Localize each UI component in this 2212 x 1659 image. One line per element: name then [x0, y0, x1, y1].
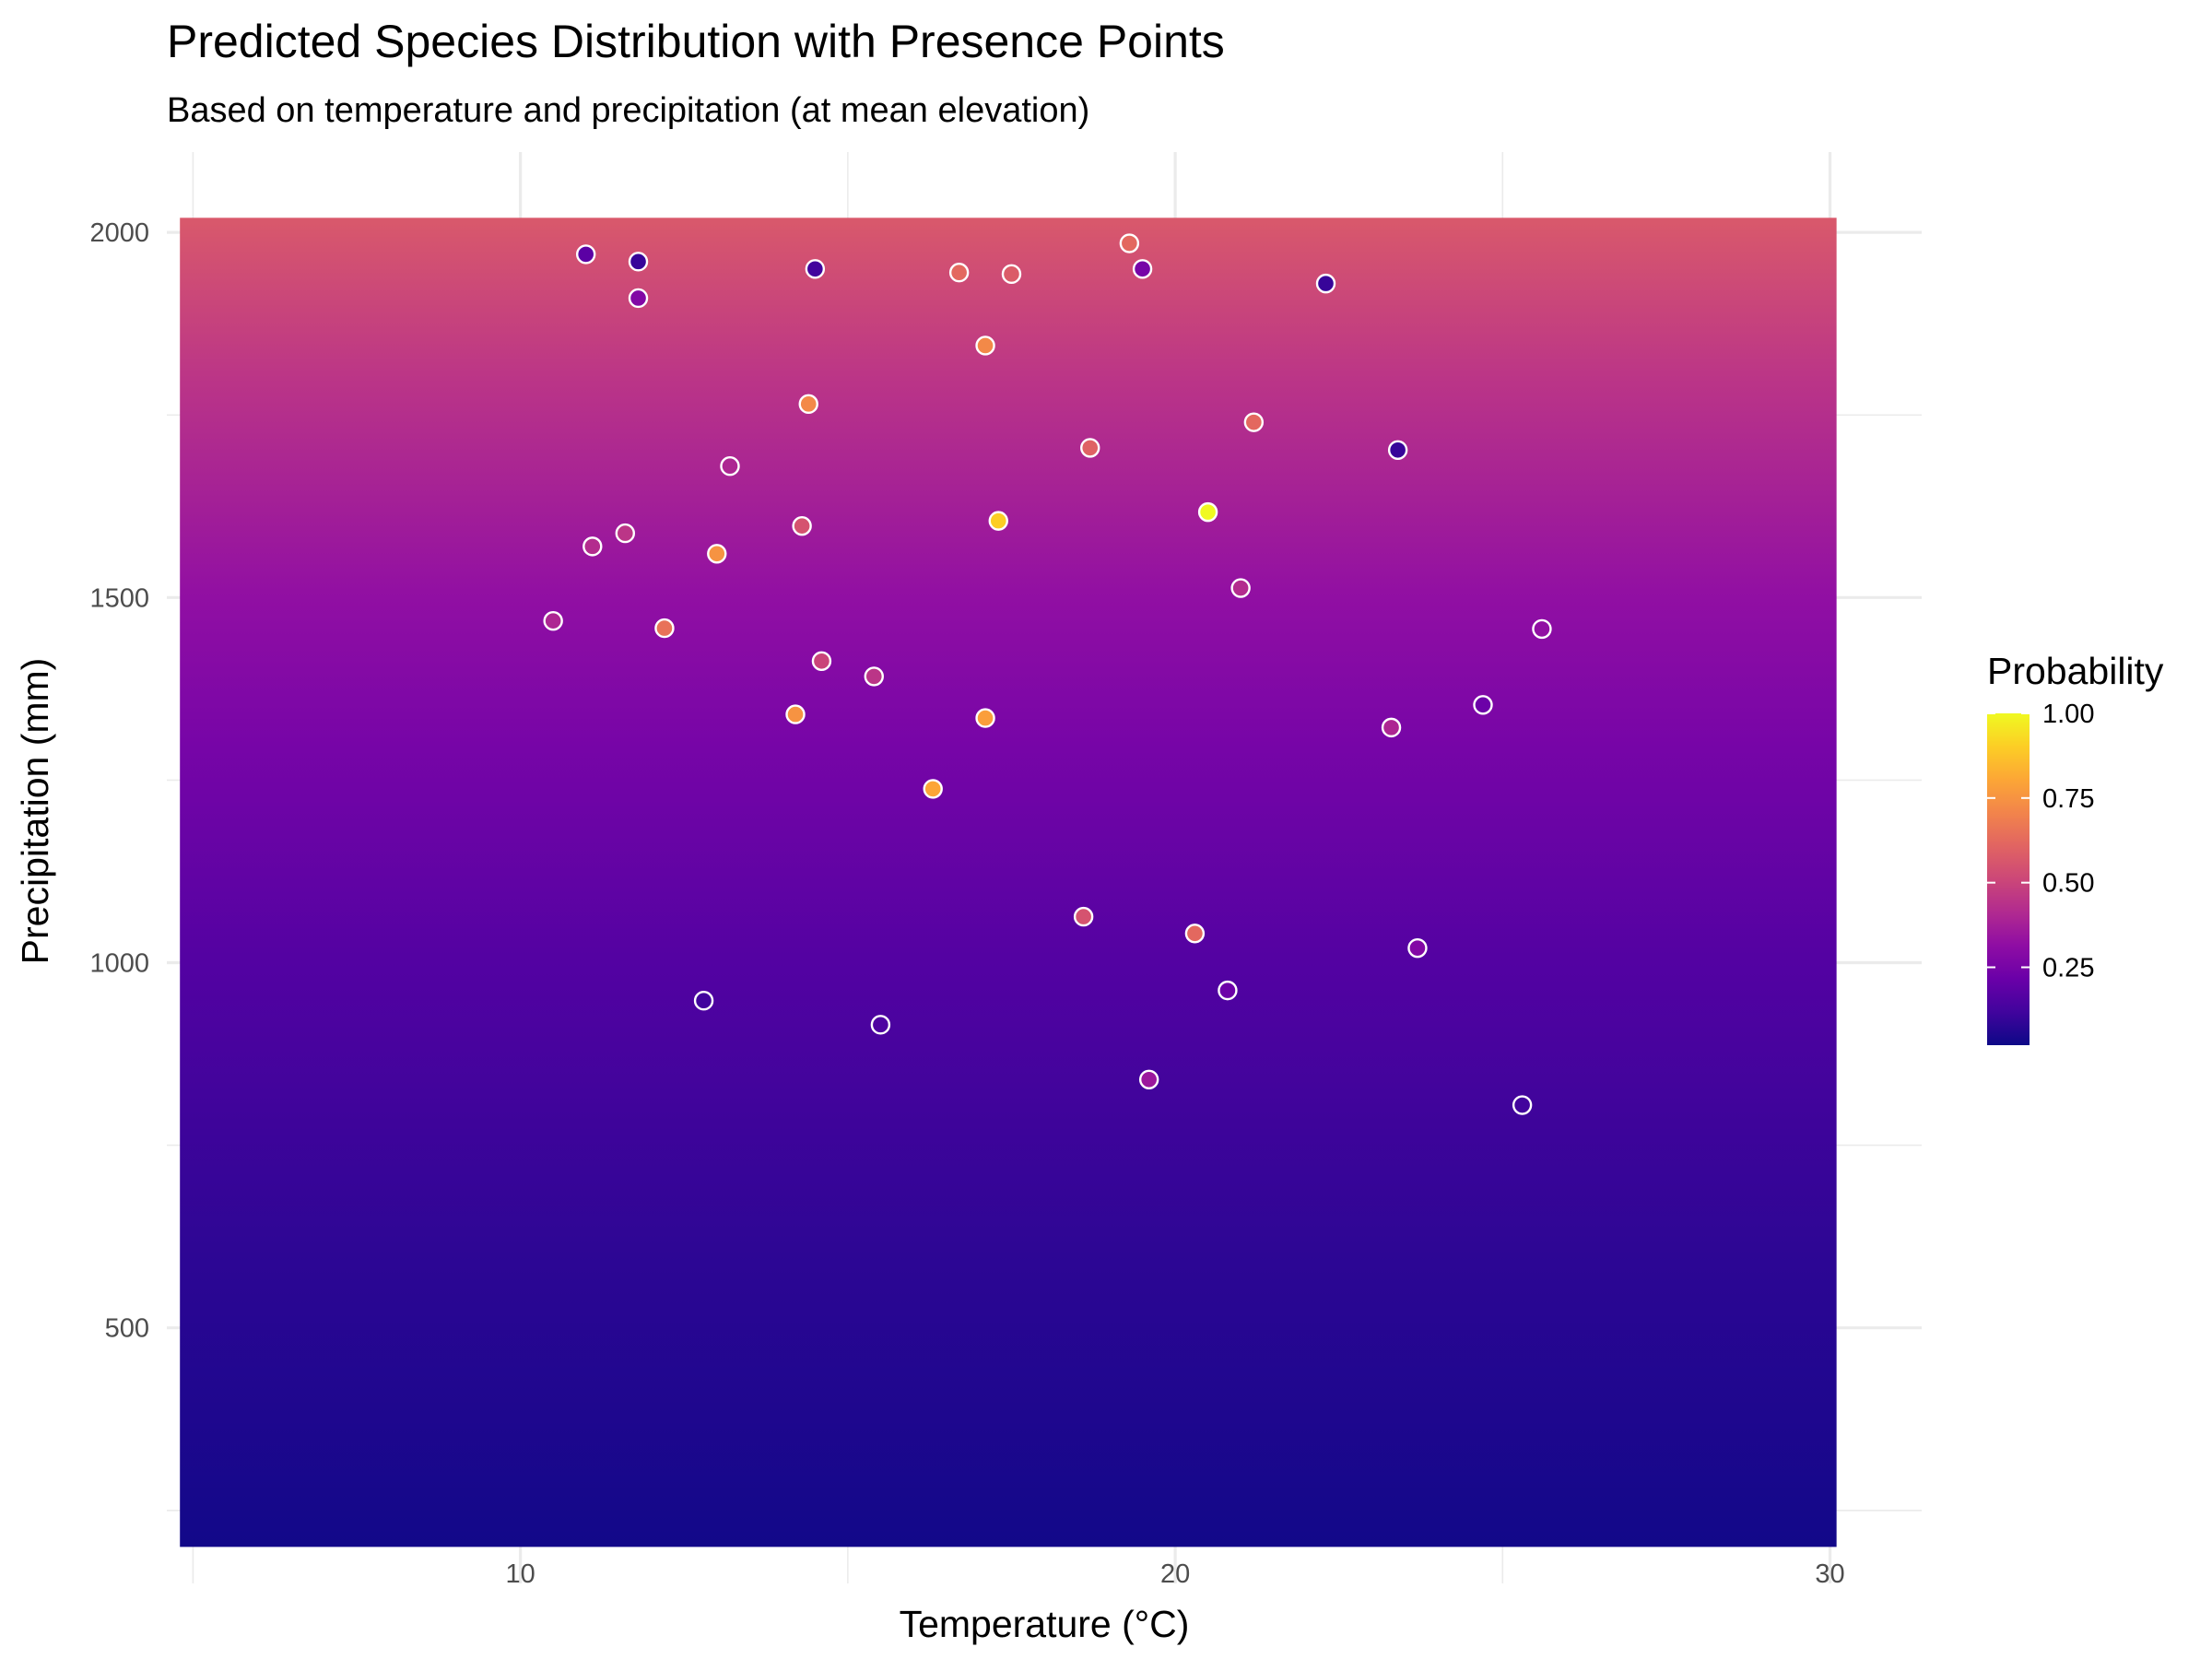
presence-point: [975, 708, 995, 728]
y-tick-label: 2000: [89, 218, 149, 248]
y-tick-label: 1500: [89, 583, 149, 613]
presence-point: [870, 1015, 891, 1035]
presence-point: [628, 288, 649, 309]
presence-point: [805, 259, 826, 279]
presence-point: [654, 618, 675, 639]
presence-point: [948, 263, 970, 283]
presence-point: [615, 523, 636, 544]
presence-point: [575, 244, 596, 265]
legend-colorbar: [1987, 713, 2030, 1045]
y-tick-label: 1000: [89, 949, 149, 979]
presence-point: [1230, 578, 1251, 598]
presence-point: [792, 515, 812, 536]
presence-point: [628, 252, 649, 272]
presence-point: [707, 544, 727, 564]
x-axis: 10 20 30: [506, 1559, 1845, 1589]
presence-point: [720, 456, 740, 477]
presence-point: [1184, 924, 1206, 944]
presence-point: [975, 335, 995, 356]
legend-tick-label: 0.75: [2042, 784, 2094, 814]
chart-subtitle: Based on temperature and precipitation (…: [167, 91, 1089, 130]
presence-point: [1473, 695, 1493, 715]
presence-point: [1080, 438, 1100, 458]
presence-point: [864, 666, 884, 687]
legend-tick-label: 0.50: [2042, 869, 2094, 899]
presence-point: [811, 651, 832, 671]
legend-ticks: 0.25 0.50 0.75 1.00: [1987, 700, 2094, 983]
x-tick-label: 10: [506, 1559, 535, 1589]
legend-tick-label: 1.00: [2042, 700, 2094, 729]
presence-point: [1532, 618, 1552, 640]
x-tick-label: 20: [1160, 1559, 1190, 1589]
presence-point: [1218, 980, 1238, 1001]
presence-points: [543, 233, 1552, 1115]
x-axis-title: Temperature (°C): [900, 1603, 1190, 1645]
x-tick-label: 30: [1815, 1559, 1844, 1589]
presence-point: [1138, 1069, 1159, 1089]
presence-point: [693, 991, 714, 1011]
presence-point: [1073, 906, 1094, 927]
presence-point: [785, 704, 806, 724]
presence-point: [582, 536, 603, 557]
presence-point: [988, 511, 1008, 531]
presence-point: [1407, 937, 1428, 959]
y-axis: 500 1000 1500 2000: [89, 218, 149, 1344]
presence-point: [543, 610, 563, 631]
presence-point: [798, 394, 818, 415]
chart-title: Predicted Species Distribution with Pres…: [167, 16, 1225, 67]
presence-point: [1197, 501, 1218, 523]
y-tick-label: 500: [105, 1314, 149, 1344]
presence-point: [1381, 717, 1402, 738]
presence-point: [1119, 233, 1140, 253]
legend: Probability 0.25 0.50 0.75 1.00: [1987, 650, 2164, 1045]
presence-point: [1512, 1095, 1533, 1115]
presence-point: [1001, 264, 1022, 285]
presence-point: [923, 779, 943, 799]
probability-surface: [180, 218, 1837, 1547]
presence-point: [1243, 412, 1265, 432]
presence-point: [1132, 259, 1153, 279]
presence-point: [1315, 273, 1336, 294]
y-axis-title: Precipitation (mm): [14, 658, 56, 965]
presence-point: [1387, 440, 1408, 460]
legend-tick-label: 0.25: [2042, 954, 2094, 983]
legend-title: Probability: [1987, 650, 2164, 692]
